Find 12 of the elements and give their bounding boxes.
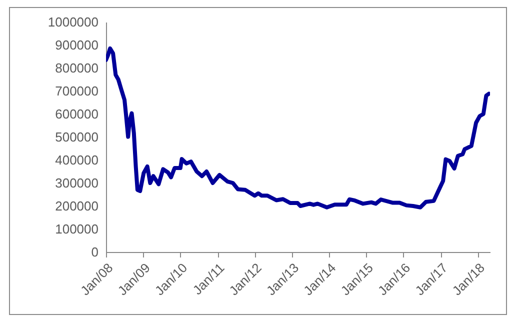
- y-tick-label: 100000: [55, 222, 98, 236]
- y-tick-label: 700000: [55, 84, 98, 98]
- y-tick-label: 600000: [55, 106, 98, 122]
- y-tick-label: 400000: [55, 152, 98, 168]
- y-tick-label: 1000000: [48, 14, 98, 30]
- y-tick-label: 500000: [55, 130, 98, 144]
- y-tick-label: 0: [91, 244, 98, 260]
- y-tick-label: 900000: [55, 38, 98, 52]
- line-series: [106, 46, 490, 210]
- y-tick-label: 300000: [55, 176, 98, 190]
- y-tick-label: 800000: [55, 60, 98, 76]
- y-tick-label: 200000: [55, 198, 98, 214]
